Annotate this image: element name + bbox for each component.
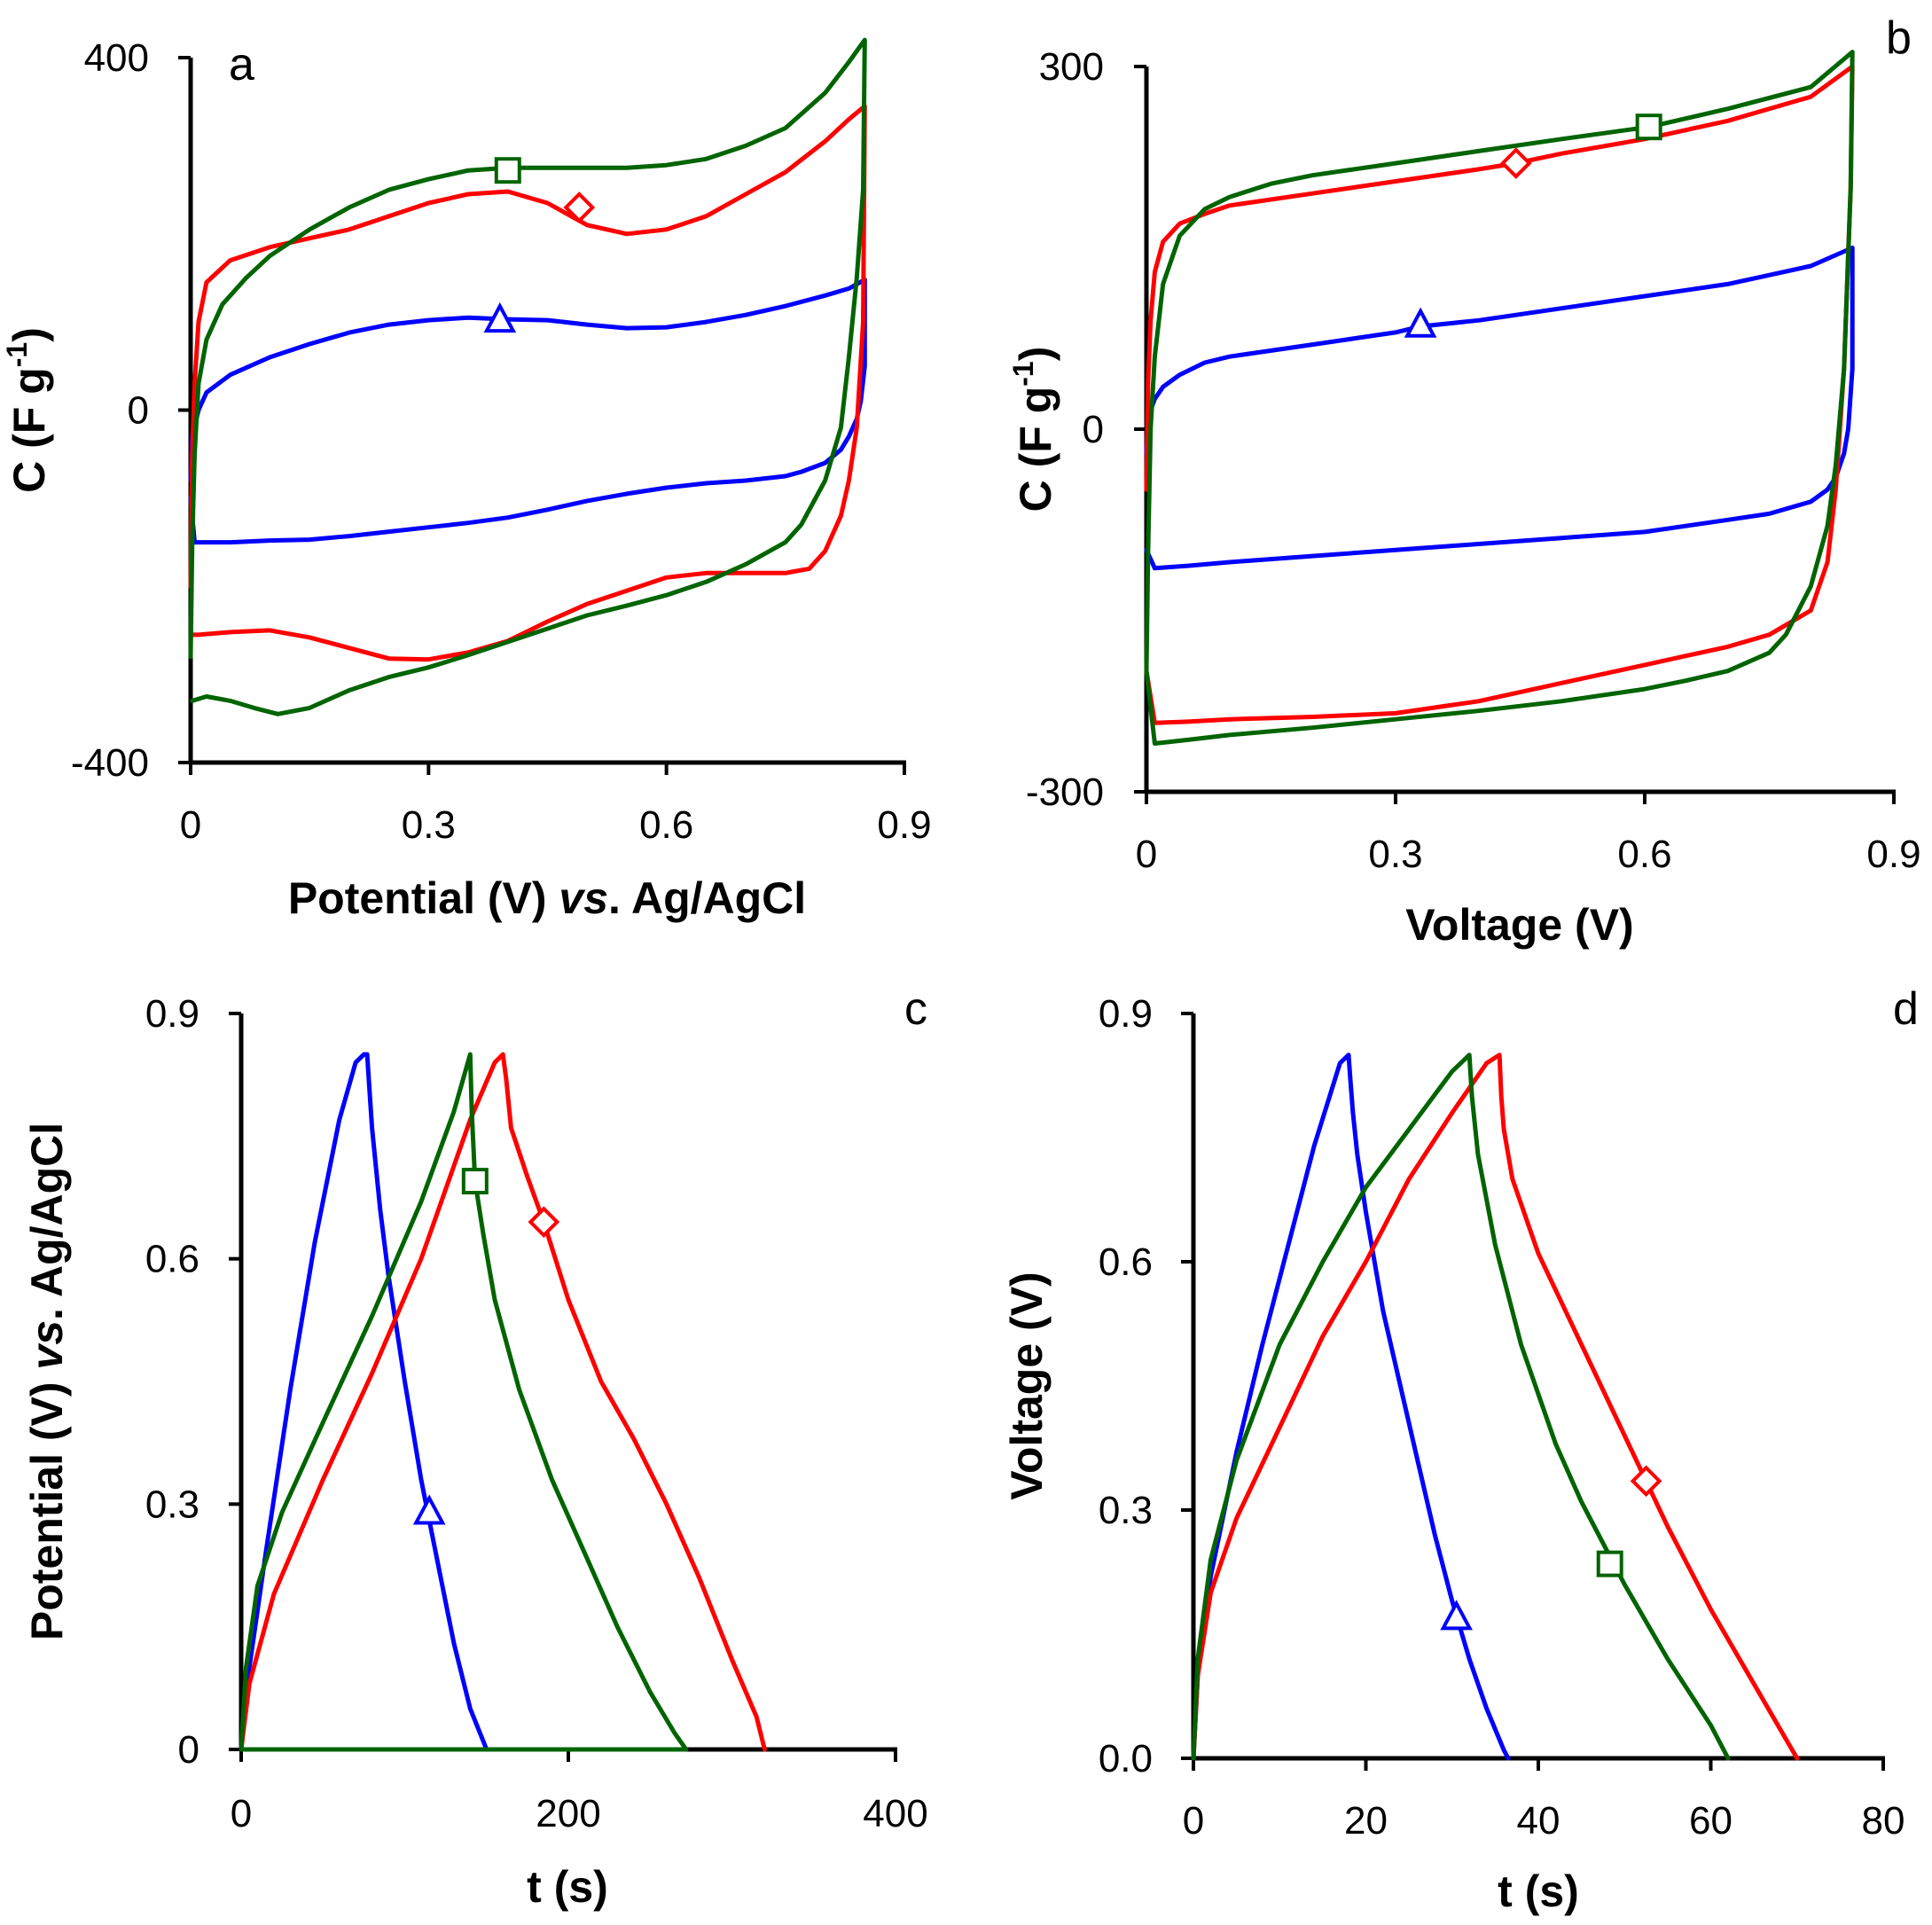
y-label-sup: -1 <box>1007 361 1039 386</box>
series-line-green <box>1144 50 1855 746</box>
y-axis-label: Voltage (V) <box>1002 1272 1052 1499</box>
panel-label-a: a <box>229 39 254 90</box>
series-line-green <box>1191 1052 1731 1761</box>
panel-label-b: b <box>1886 12 1912 64</box>
y-tick-label: 400 <box>84 36 149 80</box>
marker-square <box>1635 113 1662 141</box>
marker-triangle <box>412 1494 446 1525</box>
y-tick-label: 0.6 <box>145 1238 199 1281</box>
marker-diamond <box>528 1206 560 1238</box>
x-tick-label: 0.6 <box>639 803 693 847</box>
y-tick-label: 0.3 <box>1099 1489 1153 1532</box>
panel-d: d 0.0 0.3 0.6 0.9 0 20 40 60 80 t (s) Voltage (V) <box>1002 983 1919 1916</box>
label-part: Voltage (V) <box>1002 1272 1052 1499</box>
x-tick-label: 40 <box>1517 1799 1560 1843</box>
marker-diamond <box>1630 1465 1662 1498</box>
x-tick-label: 400 <box>863 1792 927 1835</box>
marker-square <box>1596 1550 1623 1577</box>
x-tick-label: 200 <box>536 1792 600 1835</box>
y-axis-label: C (F g-1) <box>1 327 54 493</box>
label-part: . Ag/AgCl <box>22 1123 72 1320</box>
label-part: . Ag/AgCl <box>608 873 806 923</box>
y-tick-label: -400 <box>71 741 149 785</box>
y-tick-label: 0 <box>1083 408 1104 451</box>
y-label-end: ) <box>4 327 54 342</box>
x-tick-label: 0.6 <box>1617 833 1671 876</box>
x-tick-label: 80 <box>1862 1799 1905 1843</box>
y-label-main: C (F g <box>4 367 54 493</box>
series-line-blue <box>188 277 867 545</box>
x-axis-label: t (s) <box>1498 1866 1579 1916</box>
y-label-sup: -1 <box>1 342 33 367</box>
panel-label-c: c <box>904 983 927 1035</box>
series-line-red <box>1144 64 1855 725</box>
marker-triangle <box>483 301 517 333</box>
x-tick-label: 0 <box>1136 833 1157 876</box>
y-tick-label: -300 <box>1026 771 1104 814</box>
series-line-red <box>188 104 867 662</box>
series-line-green <box>188 37 867 716</box>
y-tick-label: 0 <box>128 389 149 433</box>
y-tick-label: 300 <box>1039 45 1104 89</box>
marker-diamond <box>1499 147 1532 179</box>
panel-a: a -400 0 400 0 0.3 0.6 0.9 Potential (V) vs. Ag… <box>1 36 932 923</box>
y-tick-label: 0.6 <box>1099 1240 1153 1284</box>
y-tick-label: 0 <box>178 1728 199 1772</box>
x-tick-label: 0.3 <box>1368 833 1422 876</box>
x-tick-label: 0 <box>180 803 201 847</box>
y-axis-label: C (F g-1) <box>1007 347 1060 513</box>
x-tick-label: 0.9 <box>877 803 931 847</box>
marker-triangle <box>1440 1600 1473 1631</box>
panel-b: b -300 0 300 0 0.3 0.6 0.9 Voltage (V) C (F g-1) <box>1007 12 1921 950</box>
marker-triangle <box>1404 307 1437 338</box>
series-line-blue <box>1191 1052 1511 1761</box>
y-tick-label: 0.9 <box>1099 992 1153 1036</box>
label-part: vs <box>22 1320 72 1370</box>
y-axis-label: Potential (V) vs. Ag/AgCl <box>22 1123 72 1640</box>
series-line-blue <box>1144 246 1855 571</box>
marker-diamond <box>563 192 596 223</box>
label-part: Voltage (V) <box>1405 900 1633 950</box>
x-tick-label: 0.9 <box>1866 833 1920 876</box>
label-part: vs <box>559 873 608 923</box>
series-line-green <box>239 1052 689 1752</box>
marker-square <box>461 1168 489 1195</box>
x-axis-label: t (s) <box>527 1862 608 1912</box>
label-part: Potential (V) <box>22 1370 72 1641</box>
y-tick-label: 0.0 <box>1099 1737 1153 1780</box>
series-line-blue <box>239 1052 494 1752</box>
x-tick-label: 0 <box>231 1792 252 1835</box>
x-axis-label: Potential (V) vs. Ag/AgCl <box>288 873 806 923</box>
y-tick-label: 0.9 <box>145 992 199 1036</box>
x-tick-label: 0 <box>1183 1799 1204 1843</box>
marker-square <box>494 157 521 184</box>
label-part: Potential (V) <box>288 873 559 923</box>
series-line-red <box>1191 1052 1800 1761</box>
label-part: t (s) <box>527 1862 608 1912</box>
panel-c: c 0 0.3 0.6 0.9 0 200 400 t (s) Potential (V) vs… <box>22 983 928 1912</box>
y-label-main: C (F g <box>1011 387 1060 513</box>
y-label-end: ) <box>1011 347 1060 362</box>
x-tick-label: 20 <box>1344 1799 1388 1843</box>
series-line-red <box>239 1052 767 1752</box>
x-tick-label: 0.3 <box>402 803 456 847</box>
x-axis-label: Voltage (V) <box>1405 900 1633 950</box>
y-tick-label: 0.3 <box>145 1483 199 1526</box>
panel-label-d: d <box>1893 983 1919 1035</box>
label-part: t (s) <box>1498 1866 1579 1916</box>
x-tick-label: 60 <box>1689 1799 1733 1843</box>
